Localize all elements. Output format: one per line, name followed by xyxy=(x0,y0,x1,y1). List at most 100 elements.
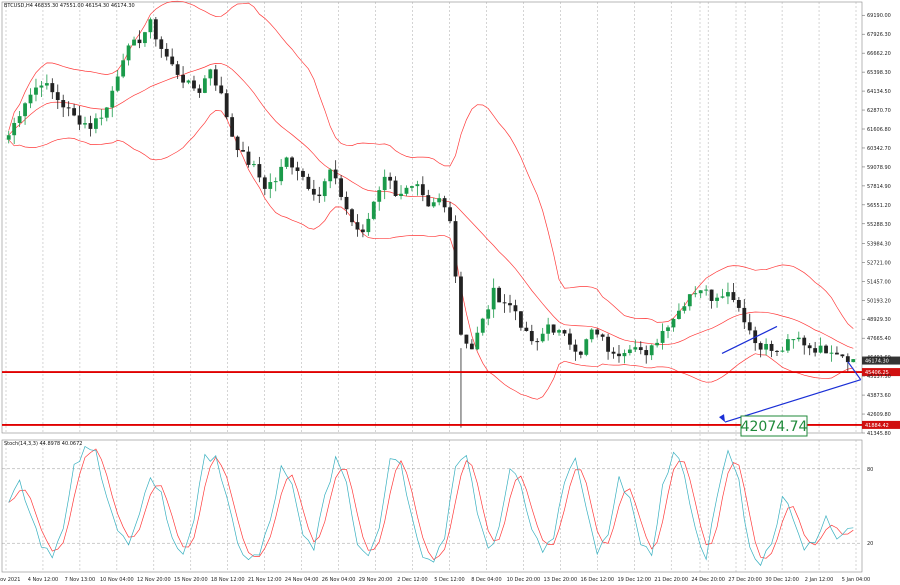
candle-body xyxy=(655,342,660,346)
price-tick-label: 60342.70 xyxy=(867,146,891,152)
candle-body xyxy=(230,117,235,137)
candle-body xyxy=(93,118,98,129)
time-tick-label: 13 Dec 20:00 xyxy=(544,577,578,583)
stoch-main-line xyxy=(8,445,854,567)
candle-body xyxy=(606,336,610,352)
candle-body xyxy=(208,69,213,79)
time-tick-label: 29 Nov 20:00 xyxy=(359,577,393,583)
current-price-tag xyxy=(862,356,900,365)
candle-body xyxy=(442,198,447,208)
candle-body xyxy=(595,329,600,335)
level-price-tag xyxy=(862,368,900,377)
candle-body xyxy=(431,202,436,207)
price-pane-frame xyxy=(1,1,863,434)
candle-body xyxy=(845,356,850,363)
price-tick-label: 59078.90 xyxy=(867,165,891,171)
candle-body xyxy=(170,56,175,65)
candle-body xyxy=(747,322,752,331)
candle-body xyxy=(268,182,273,189)
bollinger-bands xyxy=(8,0,854,400)
candle-body xyxy=(371,201,376,219)
candle-body xyxy=(252,164,256,166)
candle-body xyxy=(573,344,578,352)
candle-body xyxy=(851,359,856,363)
candle-body xyxy=(181,74,185,83)
candle-body xyxy=(126,45,131,61)
candle-body xyxy=(415,184,420,187)
candle-body xyxy=(290,157,294,168)
candle-body xyxy=(513,305,518,312)
candle-body xyxy=(99,117,104,119)
price-tick-label: 42609.80 xyxy=(867,412,891,418)
candle-body xyxy=(617,353,621,357)
candle-body xyxy=(829,352,834,354)
candle-body xyxy=(77,115,82,125)
candle-body xyxy=(246,151,251,165)
candle-body xyxy=(328,169,333,182)
candle-body xyxy=(709,289,714,301)
projection-arrowhead xyxy=(719,414,725,423)
candle-body xyxy=(535,341,540,343)
candle-body xyxy=(12,122,17,136)
candle-body xyxy=(426,195,431,207)
candle-body xyxy=(562,330,567,334)
bollinger-lower-band xyxy=(8,110,854,400)
candle-body xyxy=(453,221,458,277)
candle-body xyxy=(687,294,692,307)
price-tick-label: 43873.60 xyxy=(867,393,891,399)
candle-body xyxy=(301,171,305,177)
candle-body xyxy=(153,19,158,40)
candle-body xyxy=(83,123,87,125)
candle-body xyxy=(736,299,741,308)
support-lines: 45406.25 41884.42 46174.30 xyxy=(2,356,900,429)
candle-body xyxy=(317,194,322,197)
time-tick-label: 5 Jan 04:00 xyxy=(842,577,870,583)
candle-body xyxy=(322,181,327,197)
candle-body xyxy=(551,324,556,333)
time-tick-label: 30 Dec 12:00 xyxy=(765,577,799,583)
current-price-tag-label: 46174.30 xyxy=(865,359,889,365)
candle-body xyxy=(115,76,120,91)
candle-body xyxy=(306,176,311,189)
candle-body xyxy=(464,334,469,344)
candle-body xyxy=(61,100,66,108)
price-tick-label: 69190.00 xyxy=(867,13,891,19)
candle-body xyxy=(273,181,278,183)
candle-body xyxy=(715,297,719,301)
candle-body xyxy=(840,354,845,357)
candle-body xyxy=(355,222,360,230)
time-tick-label: 19 Dec 12:00 xyxy=(617,577,651,583)
price-tick-label: 62870.70 xyxy=(867,108,891,114)
candle-body xyxy=(132,39,136,46)
candle-body xyxy=(39,85,44,88)
candle-body xyxy=(660,330,665,343)
candle-body xyxy=(175,64,180,75)
candle-body xyxy=(284,157,289,167)
candle-body xyxy=(693,293,698,295)
candle-body xyxy=(742,307,747,323)
target-label: 42074.74 xyxy=(741,419,808,435)
candle-body xyxy=(219,85,224,94)
level-price-tag xyxy=(862,420,900,429)
candle-body xyxy=(802,337,807,346)
candle-body xyxy=(311,188,316,195)
candle-body xyxy=(360,229,365,233)
time-tick-label: 5 Dec 12:00 xyxy=(434,577,464,583)
candle-body xyxy=(720,296,725,298)
price-tick-label: 46401.60 xyxy=(867,355,891,361)
time-tick-label: 26 Nov 04:00 xyxy=(322,577,356,583)
candle-body xyxy=(666,327,670,331)
candle-body xyxy=(589,329,594,340)
candle-body xyxy=(437,198,442,203)
time-axis: 1 Nov 2021 4 Nov 12:00 7 Nov 13:00 10 Nov 0… xyxy=(0,577,870,583)
candle-body xyxy=(578,351,583,355)
candle-body xyxy=(813,348,818,353)
candle-body xyxy=(121,60,126,77)
candle-body xyxy=(491,287,496,310)
price-tick-label: 41345.80 xyxy=(867,431,891,437)
time-tick-label: 21 Nov 12:00 xyxy=(248,577,282,583)
candle-body xyxy=(775,350,779,352)
stoch-level-label: 80 xyxy=(867,467,873,473)
candle-body xyxy=(584,339,589,355)
candle-body xyxy=(202,78,207,93)
